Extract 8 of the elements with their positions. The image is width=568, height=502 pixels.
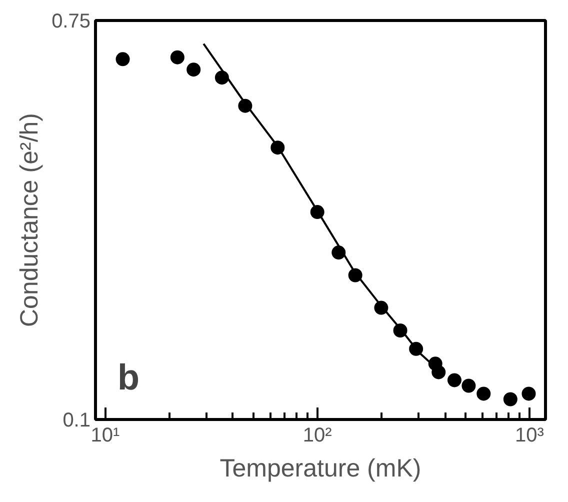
x-tick-label: 10² bbox=[302, 424, 332, 446]
x-axis-title: Temperature (mK) bbox=[220, 454, 422, 482]
y-axis-title: Conductance (e²/h) bbox=[16, 112, 44, 327]
y-tick-label: 0.1 bbox=[62, 410, 91, 432]
x-tick-label: 10¹ bbox=[90, 424, 120, 446]
y-tick-label: 0.75 bbox=[52, 10, 91, 32]
x-tick-label: 10³ bbox=[515, 424, 544, 446]
annotation: b bbox=[118, 356, 140, 398]
